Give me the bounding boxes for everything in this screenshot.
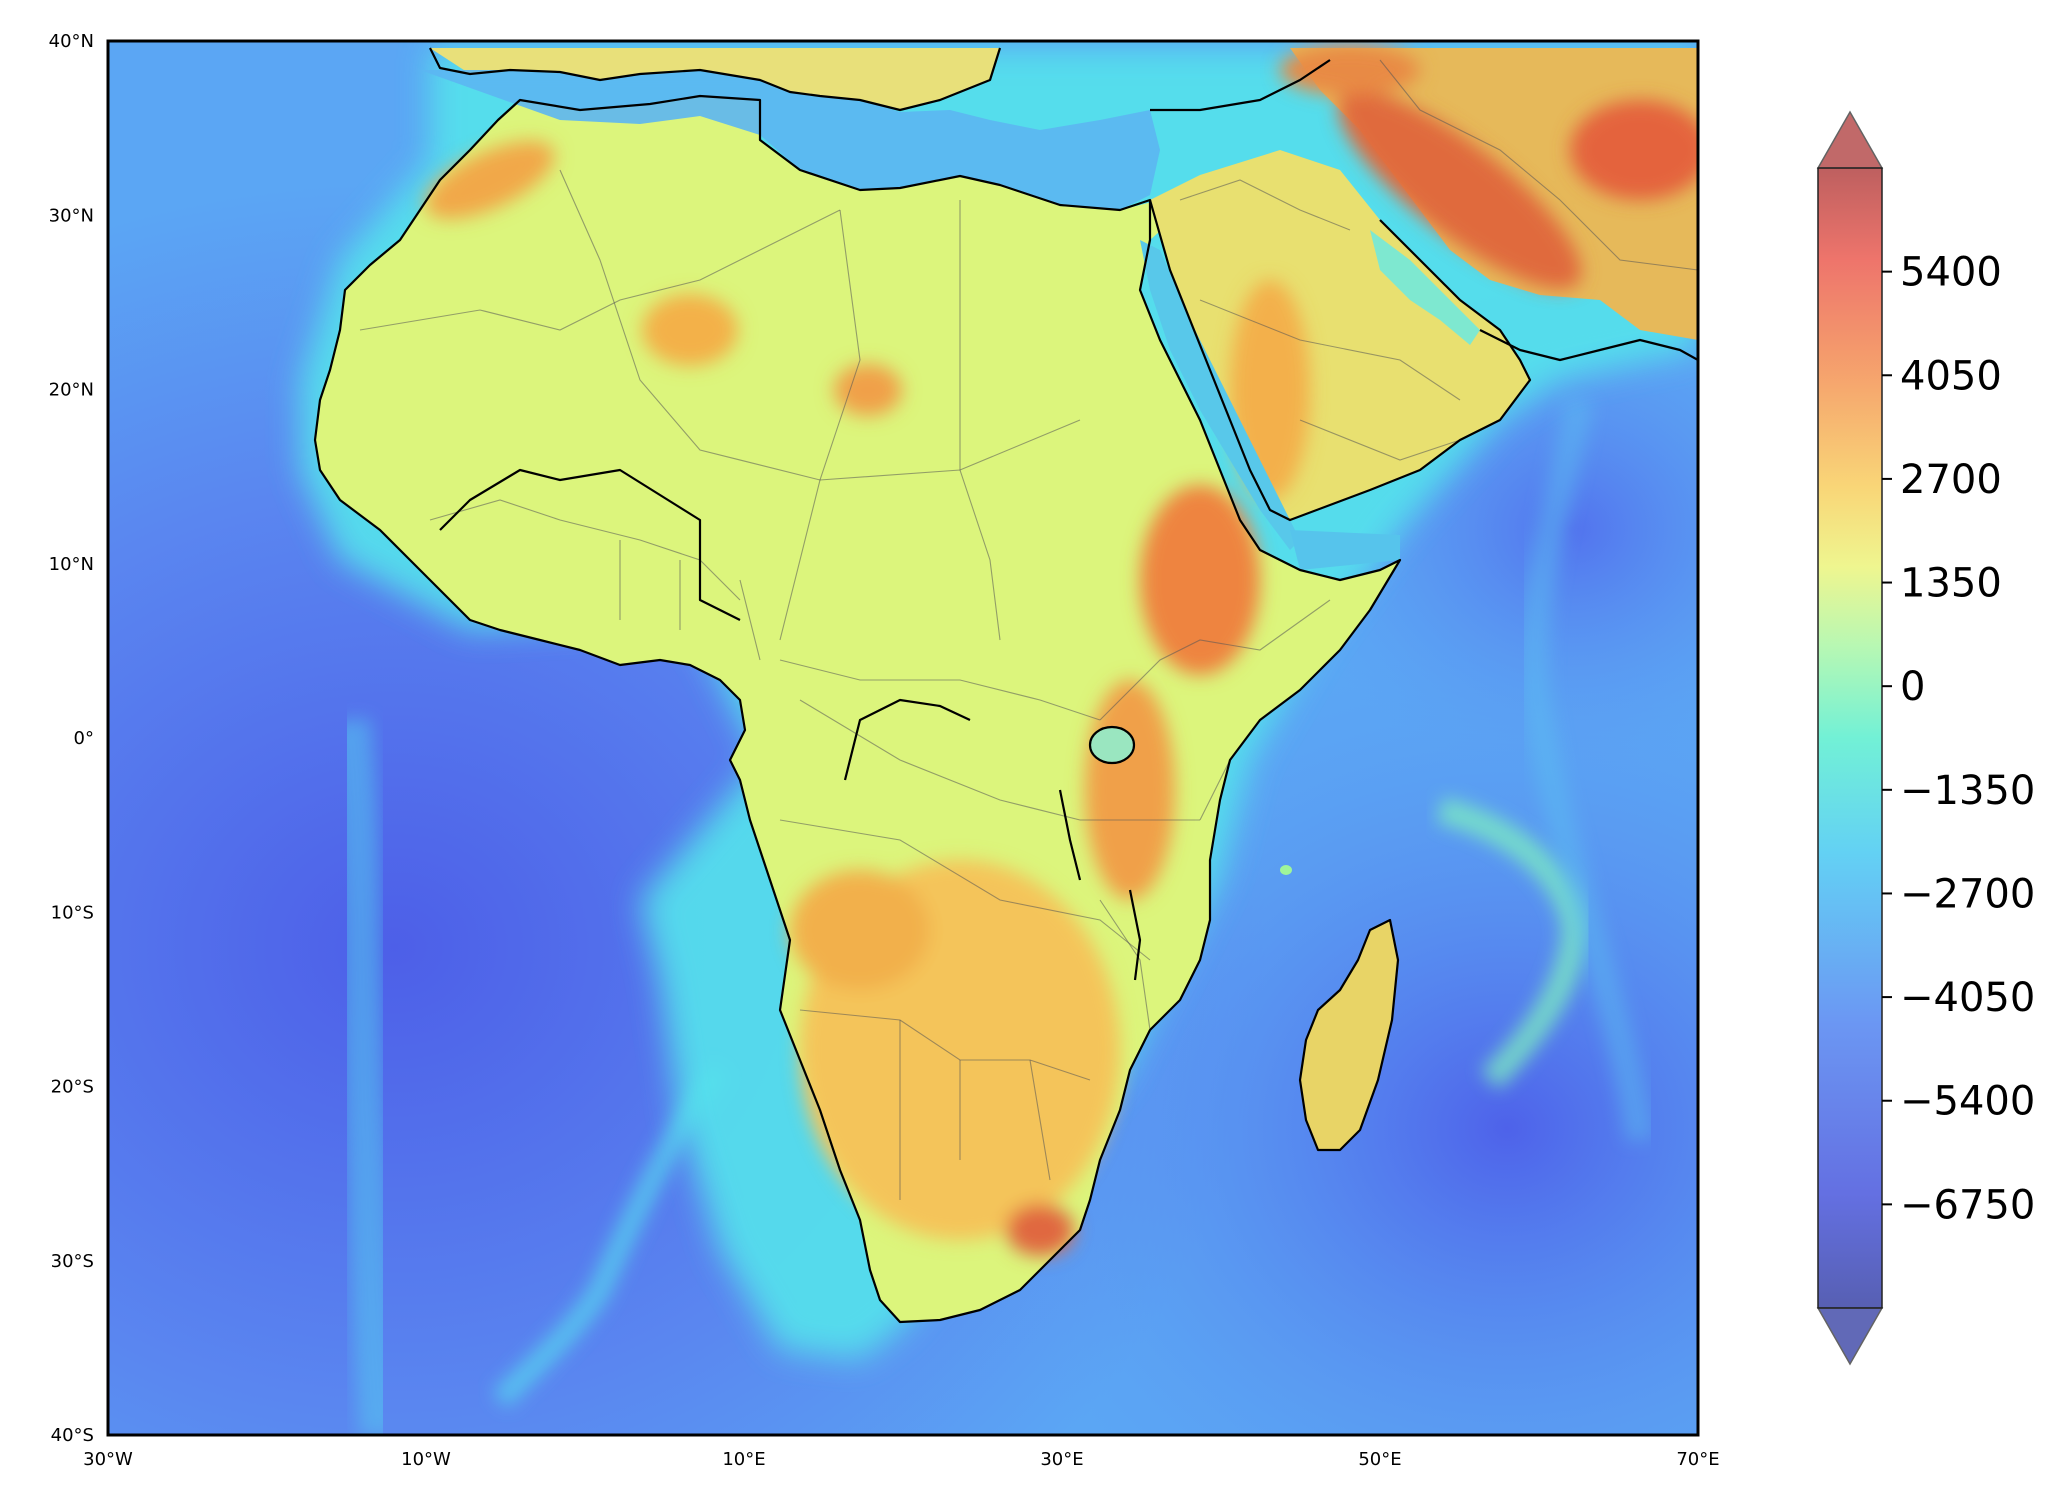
turkey-highlands — [1280, 45, 1420, 95]
gulf-of-aden — [1290, 530, 1400, 570]
lon-tick-label: 10°W — [401, 1449, 451, 1470]
drakensberg — [1006, 1204, 1074, 1256]
europe-land — [430, 48, 1000, 110]
ahaggar — [642, 294, 738, 366]
iranian-plateau — [1570, 100, 1698, 200]
colorbar-extend-bottom — [1816, 1307, 1884, 1366]
lat-tick-label: 40°S — [51, 1425, 94, 1446]
lon-tick-label: 70°E — [1676, 1449, 1719, 1470]
congo-river — [843, 698, 971, 781]
lat-tick-label: 30°S — [51, 1251, 94, 1272]
lon-tick-label: 30°E — [1040, 1449, 1083, 1470]
colorbar-frame — [1817, 167, 1883, 1309]
national-borders — [359, 59, 1698, 1200]
lake-malawi — [1128, 889, 1142, 981]
niger-river — [439, 468, 741, 621]
colorbar-tick-label: −5400 — [1900, 1079, 2035, 1125]
africa-coastline — [313, 94, 1402, 1324]
lat-tick-label: 0° — [74, 728, 94, 749]
lon-tick-label: 10°E — [722, 1449, 765, 1470]
colorbar-tick-label: −2700 — [1900, 871, 2035, 917]
colorbar-tick-label: 0 — [1900, 664, 1925, 710]
central-indian-ridge — [1520, 397, 1654, 1142]
lake-tanganyika — [1058, 789, 1082, 881]
east-african-rift — [1085, 680, 1175, 900]
colorbar-tick-label: −1350 — [1900, 768, 2035, 814]
madagascar-coastline — [1298, 918, 1400, 1152]
persian-gulf — [1370, 230, 1480, 345]
zagros — [1338, 91, 1582, 289]
atlas-mountains — [425, 141, 555, 219]
angola-plateau — [790, 870, 930, 990]
lat-tick-labels: 40°N 30°N 20°N 10°N 0° 10°S 20°S 30°S 40°S — [49, 31, 94, 1446]
asia-coastline — [1150, 59, 1698, 362]
colorbar-tick-label: −6750 — [1900, 1182, 2035, 1228]
colorbar-tick-labels: 5400 4050 2700 1350 0 −1350 −2700 −4050 −5400 −67… — [1882, 250, 2035, 1228]
europe-coastline — [429, 47, 1002, 112]
mediterranean-sea — [420, 70, 1160, 210]
colorbar-tick-label: −4050 — [1900, 975, 2035, 1021]
map-frame — [106, 39, 1700, 1437]
colorbar-tick-label: 2700 — [1900, 457, 2002, 503]
lat-tick-label: 20°N — [49, 380, 94, 401]
mid-atlantic-ridge — [330, 717, 400, 1435]
map-panel — [108, 41, 1698, 1435]
colorbar-tick-label: 4050 — [1900, 353, 2002, 399]
colorbar: 5400 4050 2700 1350 0 −1350 −2700 −4050 −5400 −67… — [1816, 110, 2035, 1366]
lake-victoria — [1090, 727, 1134, 763]
lat-tick-label: 30°N — [49, 205, 94, 226]
lat-tick-label: 40°N — [49, 31, 94, 52]
lake-victoria-outline — [1088, 725, 1136, 765]
sri-lanka-islands — [1280, 865, 1292, 875]
lon-tick-labels: 30°W 10°W 10°E 30°E 50°E 70°E — [83, 1449, 1719, 1470]
lat-tick-label: 10°N — [49, 554, 94, 575]
tibesti — [834, 364, 902, 416]
colorbar-body — [1818, 168, 1882, 1308]
highlands — [425, 45, 1698, 1256]
colorbar-extend-top — [1816, 110, 1884, 169]
mascarene-plateau — [1436, 797, 1589, 1090]
lon-tick-label: 30°W — [83, 1449, 133, 1470]
lon-tick-label: 50°E — [1358, 1449, 1401, 1470]
lat-tick-label: 10°S — [51, 902, 94, 923]
ethiopian-highlands — [1140, 485, 1260, 675]
colorbar-tick-label: 5400 — [1900, 250, 2002, 296]
coastlines — [313, 47, 1698, 1324]
colorbar-tick-label: 1350 — [1900, 561, 2002, 607]
lat-tick-label: 20°S — [51, 1077, 94, 1098]
africa-land — [315, 96, 1400, 1322]
arabia-coastline — [1148, 199, 1532, 522]
